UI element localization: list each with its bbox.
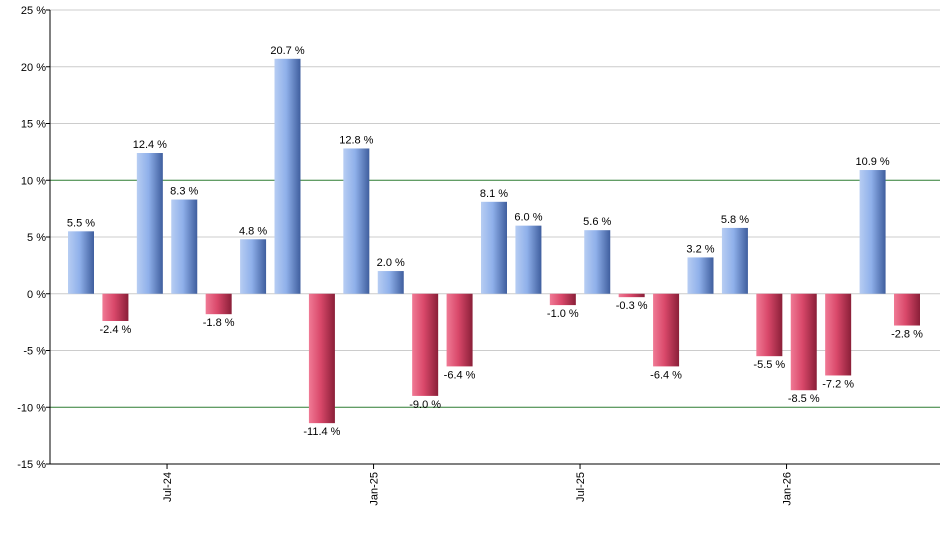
bar-negative bbox=[618, 293, 645, 298]
y-tick-label: -15 % bbox=[17, 459, 46, 471]
bar-positive bbox=[274, 58, 301, 294]
bar-negative bbox=[825, 293, 852, 376]
bar-negative bbox=[549, 293, 576, 306]
y-tick-label: 20 % bbox=[21, 62, 46, 74]
bar-positive bbox=[343, 148, 370, 294]
bar-value-label: -1.8 % bbox=[203, 317, 235, 329]
bar-value-label: -2.4 % bbox=[100, 324, 132, 336]
bar-value-label: -1.0 % bbox=[547, 308, 579, 320]
bar-negative bbox=[102, 293, 129, 321]
bar-negative bbox=[790, 293, 817, 391]
bar-value-label: 5.5 % bbox=[67, 217, 95, 229]
bar-value-label: 12.4 % bbox=[133, 139, 167, 151]
data-labels: 5.5 % -2.4 % 12.4 % 8.3 % -1.8 % 4.8 % 20.7 % -… bbox=[67, 45, 923, 438]
bar-value-label: -2.8 % bbox=[891, 329, 923, 341]
bar-value-label: -8.5 % bbox=[788, 393, 820, 405]
bar-value-label: -6.4 % bbox=[444, 369, 476, 381]
bar-value-label: -5.5 % bbox=[753, 359, 785, 371]
bar-negative bbox=[446, 293, 473, 367]
bar-negative bbox=[894, 293, 920, 326]
bar-value-label: 8.3 % bbox=[170, 186, 198, 198]
x-tick-label: Jul-24 bbox=[162, 472, 174, 502]
bar-positive bbox=[859, 170, 886, 294]
x-tick-label: Jul-25 bbox=[575, 472, 587, 502]
bar-negative bbox=[308, 293, 335, 424]
x-tick-label: Jan-26 bbox=[782, 472, 794, 506]
bar-value-label: -11.4 % bbox=[303, 426, 340, 438]
bar-value-label: 4.8 % bbox=[239, 225, 267, 237]
y-tick-label: -10 % bbox=[17, 402, 46, 414]
bar-value-label: -6.4 % bbox=[650, 369, 682, 381]
x-tick-label: Jan-25 bbox=[369, 472, 381, 506]
y-tick-label: 10 % bbox=[21, 175, 46, 187]
y-tick-label: 0 % bbox=[27, 289, 46, 301]
y-tick-label: 5 % bbox=[27, 232, 46, 244]
bar-positive bbox=[240, 239, 267, 294]
bar-positive bbox=[68, 231, 94, 294]
y-tick-label: 25 % bbox=[21, 5, 46, 17]
bar-negative bbox=[756, 293, 783, 357]
bar-negative bbox=[205, 293, 232, 315]
bar-value-label: 2.0 % bbox=[377, 257, 405, 269]
bar-value-label: 6.0 % bbox=[514, 212, 542, 224]
bar-value-label: -9.0 % bbox=[409, 399, 441, 411]
y-tick-label: -5 % bbox=[23, 346, 46, 358]
bar-value-label: 8.1 % bbox=[480, 188, 508, 200]
bar-negative bbox=[653, 293, 680, 367]
axes: 25 % 20 % 15 % 10 % 5 % 0 % -5 % -10 % -15 % Jul-… bbox=[17, 5, 940, 506]
bar-value-label: -7.2 % bbox=[822, 378, 854, 390]
bar-positive bbox=[515, 225, 542, 294]
bar-value-label: 12.8 % bbox=[339, 134, 373, 146]
bar-positive bbox=[721, 227, 748, 294]
bar-positive bbox=[136, 153, 163, 294]
bar-value-label: 10.9 % bbox=[855, 156, 889, 168]
bar-value-label: 5.8 % bbox=[721, 214, 749, 226]
bar-positive bbox=[377, 271, 404, 294]
bar-value-label: -0.3 % bbox=[616, 300, 648, 312]
bar-positive bbox=[687, 257, 714, 294]
y-tick-label: 15 % bbox=[21, 119, 46, 131]
bar-positive bbox=[481, 201, 507, 294]
bar-positive bbox=[171, 199, 198, 294]
bar-positive bbox=[584, 230, 611, 294]
bar-negative bbox=[412, 293, 439, 396]
bar-value-label: 5.6 % bbox=[583, 216, 611, 228]
bar-value-label: 3.2 % bbox=[686, 243, 714, 255]
bar-value-label: 20.7 % bbox=[270, 45, 304, 57]
bars bbox=[68, 58, 920, 424]
